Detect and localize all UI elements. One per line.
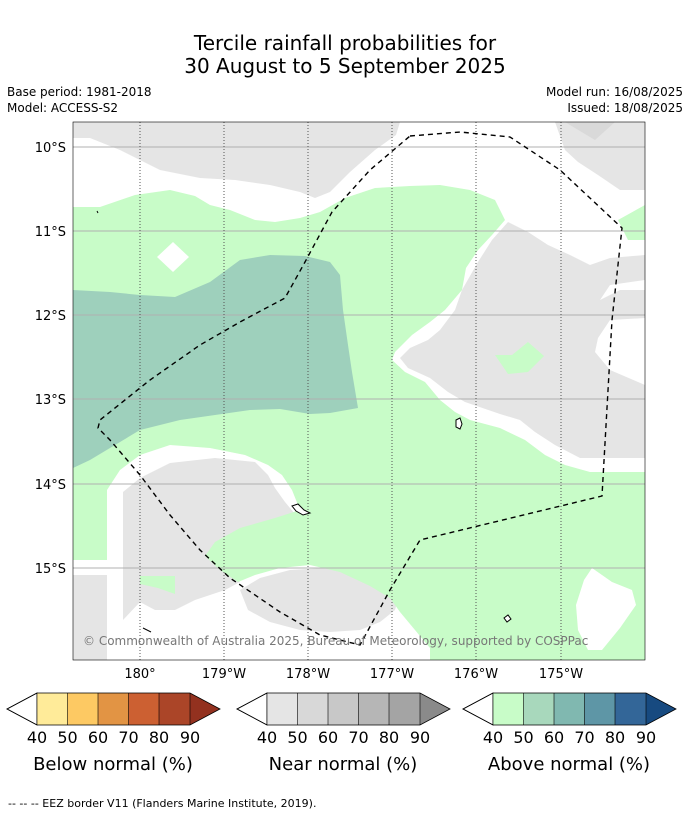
near-normal-region-north bbox=[73, 122, 400, 198]
eez-footnote: -- -- -- EEZ border V11 (Flanders Marine… bbox=[8, 797, 317, 810]
colorbar-above-swatch-5 bbox=[615, 693, 646, 725]
colorbar-above-swatch-1 bbox=[493, 693, 524, 725]
colorbar-above-normal: 40 50 60 70 80 90 Above normal (%) bbox=[462, 692, 677, 775]
latitude-labels: 10°S 11°S 12°S 13°S 14°S 15°S bbox=[35, 141, 66, 577]
near-normal-region-south bbox=[240, 568, 400, 632]
colorbar-above-title: Above normal (%) bbox=[488, 754, 650, 775]
island-outline-east bbox=[455, 417, 463, 430]
colorbar-below-tick-60: 60 bbox=[88, 728, 108, 747]
colorbar-near-tick-40: 40 bbox=[257, 728, 277, 747]
colorbar-above-swatch-4 bbox=[584, 693, 615, 725]
lat-label-10s: 10°S bbox=[35, 141, 66, 156]
colorbar-below-tick-50: 50 bbox=[57, 728, 77, 747]
colorbar-near-title: Near normal (%) bbox=[269, 754, 418, 775]
colorbar-near-swatch-5 bbox=[389, 693, 420, 725]
colorbar-below-title: Below normal (%) bbox=[33, 754, 193, 775]
island-outline-central bbox=[291, 503, 312, 516]
lat-label-11s: 11°S bbox=[35, 225, 66, 240]
colorbar-near-tick-50: 50 bbox=[287, 728, 307, 747]
near-normal-region-northeast bbox=[555, 122, 645, 190]
colorbar-near-tick-80: 80 bbox=[379, 728, 399, 747]
colorbar-below-tick-80: 80 bbox=[149, 728, 169, 747]
colorbar-above-tick-60: 60 bbox=[544, 728, 564, 747]
lon-label-178w: 178°W bbox=[286, 667, 330, 682]
probability-fields: © Commonwealth of Australia 2025, Bureau… bbox=[73, 122, 645, 660]
island-outline-southwest bbox=[142, 627, 152, 633]
lat-label-15s: 15°S bbox=[35, 562, 66, 577]
above-normal-region-50 bbox=[73, 255, 358, 468]
base-period-label: Base period: 1981-2018 bbox=[7, 85, 152, 99]
near-normal-region-southwest bbox=[73, 458, 300, 660]
lon-label-180: 180° bbox=[124, 667, 155, 682]
map-title-line-1: Tercile rainfall probabilities for bbox=[193, 31, 497, 55]
colorbar-near-swatch-4 bbox=[358, 693, 389, 725]
colorbar-above-tick-80: 80 bbox=[605, 728, 625, 747]
colorbar-below-tick-40: 40 bbox=[27, 728, 47, 747]
colorbar-near-low-arrow bbox=[236, 692, 268, 726]
longitude-labels: 180° 179°W 178°W 177°W 176°W 175°W bbox=[124, 667, 583, 682]
colorbar-above-tick-50: 50 bbox=[513, 728, 533, 747]
copyright-notice: © Commonwealth of Australia 2025, Bureau… bbox=[83, 634, 588, 648]
colorbar-below-swatch-1 bbox=[37, 693, 68, 725]
colorbar-above-low-arrow bbox=[462, 692, 494, 726]
neutral-patch-southeast bbox=[576, 568, 636, 650]
colorbar-below-low-arrow bbox=[6, 692, 38, 726]
eez-border bbox=[97, 131, 623, 646]
near-normal-region-northeast-50 bbox=[565, 122, 615, 140]
map-frame bbox=[72, 121, 646, 661]
lon-label-177w: 177°W bbox=[370, 667, 414, 682]
lon-label-176w: 176°W bbox=[454, 667, 498, 682]
island-outline-south bbox=[503, 614, 512, 623]
colorbar-near-tick-70: 70 bbox=[348, 728, 368, 747]
lon-label-175w: 175°W bbox=[539, 667, 583, 682]
latitude-gridlines bbox=[73, 146, 645, 569]
colorbar-below-normal: 40 50 60 70 80 90 Below normal (%) bbox=[6, 692, 221, 775]
colorbar-above-tick-90: 90 bbox=[636, 728, 656, 747]
colorbar-above-tick-70: 70 bbox=[574, 728, 594, 747]
lat-label-12s: 12°S bbox=[35, 309, 66, 324]
above-normal-region-inner-diamond bbox=[495, 342, 544, 374]
colorbar-near-tick-60: 60 bbox=[318, 728, 338, 747]
lon-label-179w: 179°W bbox=[202, 667, 246, 682]
colorbar-below-tick-90: 90 bbox=[180, 728, 200, 747]
above-normal-region-southwest-patch bbox=[140, 576, 175, 594]
island-outline-northwest bbox=[96, 210, 99, 214]
model-label: Model: ACCESS-S2 bbox=[7, 101, 119, 115]
neutral-diamond-west bbox=[157, 242, 189, 272]
colorbar-below-high-arrow bbox=[190, 693, 220, 725]
colorbar-near-tick-90: 90 bbox=[410, 728, 430, 747]
lat-label-14s: 14°S bbox=[35, 478, 66, 493]
colorbar-near-high-arrow bbox=[420, 693, 450, 725]
colorbar-near-normal: 40 50 60 70 80 90 Near normal (%) bbox=[236, 692, 451, 775]
model-run-label: Model run: 16/08/2025 bbox=[545, 85, 683, 99]
colorbar-below-tick-70: 70 bbox=[118, 728, 138, 747]
colorbar-below-swatch-3 bbox=[98, 693, 129, 725]
colorbar-near-swatch-1 bbox=[267, 693, 298, 725]
map-title-line-2: 30 August to 5 September 2025 bbox=[184, 54, 506, 78]
colorbar-above-tick-40: 40 bbox=[483, 728, 503, 747]
colorbar-below-swatch-5 bbox=[159, 693, 190, 725]
colorbar-above-high-arrow bbox=[646, 693, 676, 725]
colorbar-below-swatch-4 bbox=[128, 693, 159, 725]
colorbar-near-swatch-2 bbox=[297, 693, 328, 725]
colorbar-above-swatch-2 bbox=[523, 693, 554, 725]
colorbar-near-swatch-3 bbox=[328, 693, 359, 725]
colorbar-above-swatch-3 bbox=[554, 693, 585, 725]
issued-label: Issued: 18/08/2025 bbox=[567, 101, 683, 115]
lat-label-13s: 13°S bbox=[35, 393, 66, 408]
colorbar-below-swatch-2 bbox=[67, 693, 98, 725]
